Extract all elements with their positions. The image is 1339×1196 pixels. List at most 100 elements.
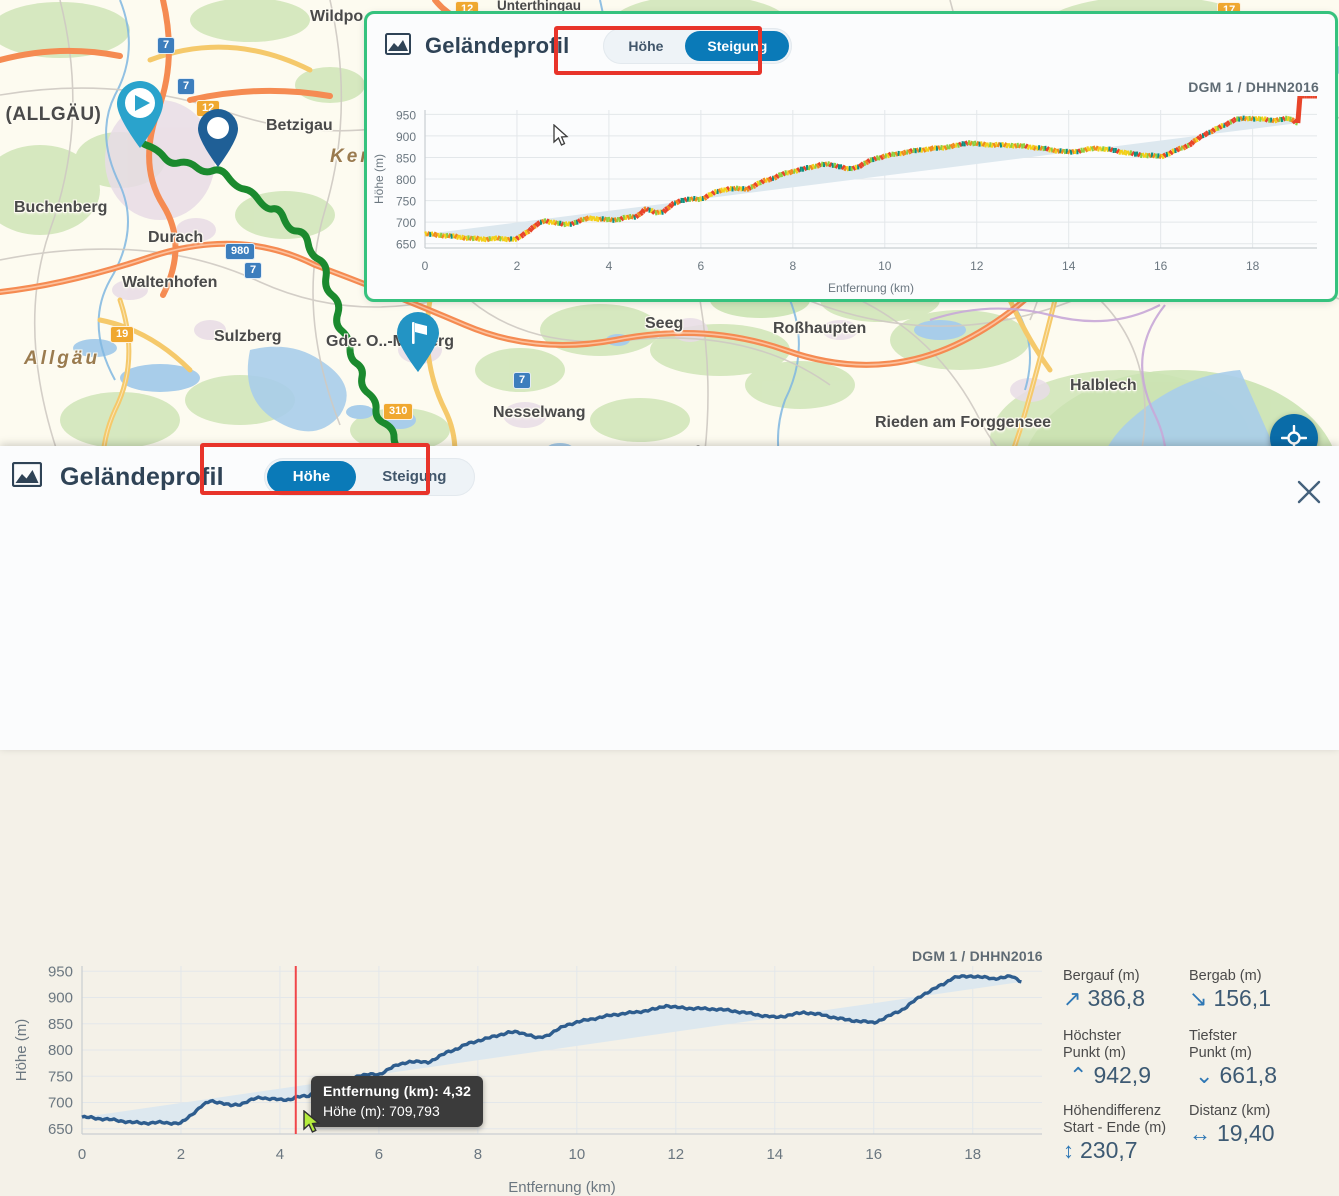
profile-segment [610,219,612,220]
profile-segment [1013,146,1015,147]
x-tick-label: 6 [375,1146,383,1163]
profile-segment [536,224,538,226]
profile-segment [708,195,710,196]
x-tick-label: 4 [276,1146,284,1163]
profile-segment [938,147,940,148]
profile-segment [1145,155,1147,156]
profile-segment [1096,148,1098,149]
terrain-profile-panel[interactable]: Geländeprofil Höhe Steigung DGM 1 / DHHN… [0,446,1339,750]
finish-pin[interactable] [393,310,449,382]
stat-label: Tiefster Punkt (m) [1189,1028,1335,1062]
profile-segment [1025,146,1027,147]
waypoint-pin[interactable] [194,107,250,179]
top-profile-mode-toggle[interactable]: Höhe Steigung [603,28,792,64]
profile-segment [847,168,849,169]
profile-segment [529,228,531,231]
x-tick-label: 10 [569,1146,586,1163]
profile-segment [1100,149,1102,150]
profile-segment [651,210,653,211]
x-tick-label: 14 [1062,259,1076,273]
profile-segment [934,148,936,149]
stat-distanz: Distanz (km) ↔ 19,40 [1189,1103,1335,1164]
profile-segment [1294,120,1296,122]
profile-segment [953,145,955,146]
profile-segment [1172,151,1174,152]
tab-steigung-top[interactable]: Steigung [685,31,789,61]
profile-segment [791,171,793,172]
profile-segment [676,202,678,203]
profile-segment [861,163,863,165]
profile-segment [1032,147,1034,148]
y-tick-label: 900 [396,130,416,144]
profile-segment [868,160,870,162]
profile-segment [453,236,455,237]
profile-segment [700,199,702,200]
profile-segment [444,236,446,237]
profile-segment [927,149,929,150]
profile-segment [715,191,717,192]
profile-segment [1085,149,1087,150]
profile-segment [787,173,789,174]
profile-segment [508,239,510,240]
close-button[interactable] [1293,476,1325,508]
profile-segment [795,171,797,172]
profile-segment [666,208,668,210]
y-tick-label: 950 [48,963,73,980]
profile-mode-toggle[interactable]: Höhe Steigung [264,458,476,496]
tab-steigung[interactable]: Steigung [356,461,472,493]
tab-hoehe[interactable]: Höhe [267,461,357,493]
y-axis-label: Höhe (m) [372,154,386,204]
profile-segment [866,162,868,163]
stat-tiefster-punkt: Tiefster Punkt (m) ⌄ 661,8 [1189,1028,1335,1089]
profile-segment [446,235,448,236]
profile-segment [810,167,812,168]
profile-segment [538,222,540,224]
tooltip-line-elevation: Höhe (m): 709,793 [323,1103,471,1119]
profile-segment [455,236,457,237]
profile-segment [527,231,529,232]
profile-segment [853,168,855,169]
profile-segment [1213,129,1215,131]
profile-segment [431,234,433,235]
profile-segment [436,235,438,236]
profile-segment [789,172,791,173]
profile-segment [1132,153,1134,154]
start-pin[interactable] [112,78,168,150]
profile-segment [1055,151,1057,152]
profile-segment [566,223,568,224]
stat-label: Höchster Punkt (m) [1063,1028,1181,1062]
profile-segment [987,145,989,146]
profile-segment [1068,151,1070,152]
profile-segment [819,164,821,165]
profile-segment [1225,124,1227,126]
tab-hoehe-top[interactable]: Höhe [606,31,685,61]
x-tick-label: 2 [514,259,521,273]
profile-segment [993,145,995,146]
profile-segment [1057,151,1059,152]
profile-segment [519,237,521,238]
profile-segment [981,144,983,145]
profile-segment [517,237,519,239]
profile-segment [1255,118,1257,119]
profile-segment [1291,119,1293,120]
profile-segment [942,148,944,149]
x-tick-label: 8 [474,1146,482,1163]
profile-segment [572,223,574,225]
profile-segment [749,187,751,189]
profile-segment [1008,145,1010,146]
profile-segment [1176,149,1178,151]
profile-segment [482,239,484,240]
profile-segment [1240,118,1242,119]
profile-segment [1040,148,1042,149]
profile-segment [544,221,546,222]
profile-segment [457,237,459,238]
profile-segment [525,232,527,233]
profile-segment [448,235,450,236]
floating-terrain-profile-panel[interactable]: Geländeprofil Höhe Steigung DGM 1 / DHHN… [367,14,1335,299]
x-tick-label: 16 [865,1146,882,1163]
stat-value-row: ↗ 386,8 [1063,985,1181,1012]
profile-segment [972,143,974,144]
y-tick-label: 800 [396,173,416,187]
